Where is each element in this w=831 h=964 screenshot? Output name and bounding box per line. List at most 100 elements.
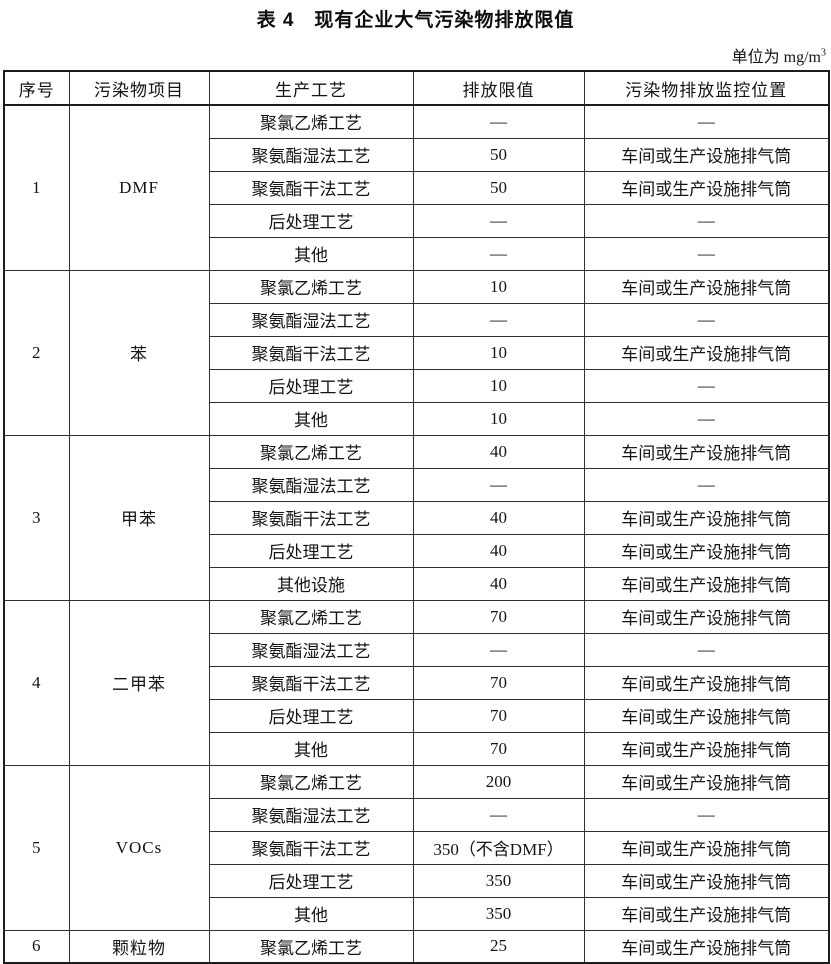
process-cell: 聚氨酯湿法工艺 (208, 632, 414, 667)
table-row: 2 苯聚氯乙烯工艺 10 车间或生产设施排气筒 (3, 269, 830, 436)
table-row: 聚氨酯湿法工艺 — — (4, 467, 830, 502)
table-row: 聚氨酯干法工艺 50 车间或生产设施排气筒 (4, 170, 830, 205)
process-cell: 聚氯乙烯工艺 (208, 599, 414, 634)
monitor-location-cell: 车间或生产设施排气筒 (583, 698, 830, 733)
monitor-location-cell: — (583, 302, 830, 337)
limit-cell: 350 (412, 896, 585, 931)
table-row: 后处理工艺 40 车间或生产设施排气筒 (4, 533, 830, 568)
monitor-location-cell: 车间或生产设施排气筒 (583, 929, 830, 964)
limit-cell: 40 (412, 533, 585, 568)
serial-number-cell: 4 (3, 599, 70, 766)
table-row: 4 二甲苯 聚氯乙烯工艺 70 车间或生产设施排气筒 (3, 599, 830, 766)
monitor-location-cell: 车间或生产设施排气筒 (583, 170, 830, 205)
unit-superscript: 3 (821, 47, 826, 59)
limit-cell: 25 (412, 929, 585, 964)
table-row: 聚氨酯干法工艺 350（不含DMF） 车间或生产设施排气筒 (4, 830, 830, 865)
limit-cell: 40 (412, 500, 585, 535)
header-serial-number: 序号 (3, 70, 70, 106)
table-title: 表 4 现有企业大气污染物排放限值 (256, 10, 575, 31)
table-row: 5 VOCs 聚氯乙烯工艺 200 车间或生产设施排气筒 (3, 764, 830, 931)
monitor-location-cell: — (583, 236, 830, 271)
process-cell: 后处理工艺 (208, 203, 414, 238)
table-row: 其他 — — (4, 236, 830, 271)
header-monitor-location: 污染物排放监控位置 (583, 70, 830, 106)
monitor-location-cell: — (583, 368, 830, 403)
table-row: 1 DMF 聚氯乙烯工艺 — — (3, 104, 830, 271)
table-row: 其他 10— (4, 401, 830, 436)
limit-cell: 10 (412, 368, 585, 403)
header-pollutant: 污染物项目 (68, 70, 210, 106)
table-row: 聚氨酯湿法工艺 50 车间或生产设施排气筒 (4, 137, 830, 172)
table-row: 聚氨酯湿法工艺 — — (4, 302, 830, 337)
pollutant-cell: 二甲苯 (68, 599, 210, 766)
pollutant-cell: VOCs (68, 764, 210, 931)
process-cell: 聚氯乙烯工艺 (208, 929, 414, 964)
limit-cell: 350（不含DMF） (412, 830, 585, 865)
limit-cell: 40 (412, 566, 585, 601)
limit-cell: — (412, 236, 585, 271)
table-row: 其他 70 车间或生产设施排气筒 (4, 731, 830, 766)
pollutant-cell: 颗粒物 (68, 929, 210, 964)
table-row: 3 甲苯 聚氯乙烯工艺 40 车间或生产设施排气筒 (3, 434, 830, 601)
monitor-location-cell: 车间或生产设施排气筒 (583, 269, 830, 304)
pollutant-cell: DMF (68, 104, 210, 271)
limit-cell: — (412, 632, 585, 667)
limit-cell: 50 (412, 137, 585, 172)
monitor-location-cell: — (583, 203, 830, 238)
monitor-location-cell: — (583, 104, 830, 139)
unit-label: 单位为 mg/m3 (0, 43, 831, 67)
monitor-location-cell: 车间或生产设施排气筒 (583, 434, 830, 469)
process-cell: 后处理工艺 (208, 533, 414, 568)
limit-cell: — (412, 467, 585, 502)
pollutant-cell: 甲苯 (68, 434, 210, 601)
monitor-location-cell: — (583, 401, 830, 436)
table-row: 后处理工艺 — — (4, 203, 830, 238)
process-cell: 聚氯乙烯工艺 (208, 764, 414, 799)
serial-number-cell: 6 (3, 929, 70, 964)
process-cell: 聚氨酯湿法工艺 (208, 797, 414, 832)
limit-cell: 10 (412, 269, 585, 304)
process-cell: 聚氨酯干法工艺 (208, 335, 414, 370)
monitor-location-cell: — (583, 797, 830, 832)
process-cell: 其他设施 (208, 566, 414, 601)
process-cell: 聚氨酯干法工艺 (208, 170, 414, 205)
monitor-location-cell: 车间或生产设施排气筒 (583, 500, 830, 535)
table-row: 后处理工艺 350 车间或生产设施排气筒 (4, 863, 830, 898)
process-cell: 其他 (208, 731, 414, 766)
limit-cell: 350 (412, 863, 585, 898)
header-process: 生产工艺 (208, 70, 414, 106)
table-body: 1 DMF 聚氯乙烯工艺 — — 聚氨酯湿法工艺 50 车间或生产设施排气筒 聚氨酯干法工艺 50… (3, 104, 830, 964)
process-cell: 其他 (208, 896, 414, 931)
serial-number-cell: 3 (3, 434, 70, 601)
limit-cell: 70 (412, 599, 585, 634)
process-cell: 聚氨酯干法工艺 (208, 830, 414, 865)
limit-cell: 10 (412, 401, 585, 436)
table-row: 聚氨酯干法工艺 10 车间或生产设施排气筒 (4, 335, 830, 370)
monitor-location-cell: — (583, 467, 830, 502)
monitor-location-cell: — (583, 632, 830, 667)
limit-cell: — (412, 797, 585, 832)
process-cell: 聚氨酯湿法工艺 (208, 467, 414, 502)
monitor-location-cell: 车间或生产设施排气筒 (583, 137, 830, 172)
process-cell: 聚氯乙烯工艺 (208, 104, 414, 139)
process-cell: 其他 (208, 401, 414, 436)
process-cell: 后处理工艺 (208, 368, 414, 403)
table-row: 后处理工艺 10— (4, 368, 830, 403)
limit-cell: 70 (412, 698, 585, 733)
table-row: 6 颗粒物 聚氯乙烯工艺 25 车间或生产设施排气筒 (3, 929, 830, 964)
header-row: 序号 污染物项目 生产工艺 排放限值 污染物排放监控位置 (3, 70, 830, 106)
process-cell: 聚氨酯干法工艺 (208, 665, 414, 700)
process-cell: 聚氯乙烯工艺 (208, 269, 414, 304)
monitor-location-cell: 车间或生产设施排气筒 (583, 533, 830, 568)
monitor-location-cell: 车间或生产设施排气筒 (583, 665, 830, 700)
limit-cell: 70 (412, 665, 585, 700)
process-cell: 后处理工艺 (208, 698, 414, 733)
unit-text: 单位为 mg/m (731, 49, 821, 66)
limit-cell: 50 (412, 170, 585, 205)
monitor-location-cell: 车间或生产设施排气筒 (583, 599, 830, 634)
monitor-location-cell: 车间或生产设施排气筒 (583, 566, 830, 601)
serial-number-cell: 2 (3, 269, 70, 436)
limit-cell: 10 (412, 335, 585, 370)
limit-cell: 200 (412, 764, 585, 799)
